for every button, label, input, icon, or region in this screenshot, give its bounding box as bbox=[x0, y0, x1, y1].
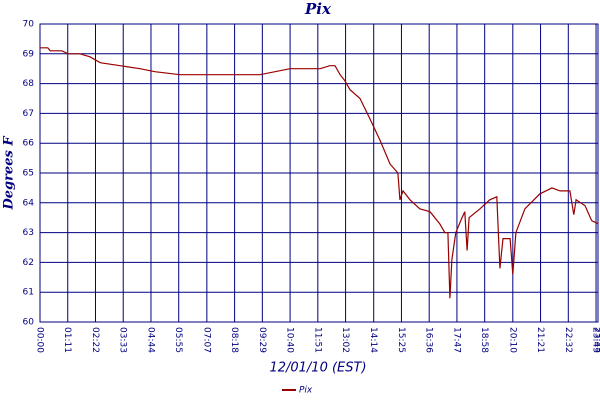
x-tick-label: 01:11 bbox=[62, 327, 72, 353]
x-tick-label: 09:29 bbox=[257, 327, 267, 353]
x-tick-label: 23:48 bbox=[593, 327, 600, 353]
chart-title: Pix bbox=[304, 0, 332, 18]
y-tick-label: 60 bbox=[23, 318, 35, 328]
y-axis-label: Degrees F bbox=[2, 136, 17, 211]
x-tick-label: 21:21 bbox=[535, 327, 545, 353]
y-tick-label: 62 bbox=[23, 258, 34, 268]
y-tick-label: 67 bbox=[23, 109, 34, 119]
y-tick-label: 63 bbox=[23, 228, 34, 238]
y-tick-label: 68 bbox=[23, 79, 35, 89]
y-tick-label: 70 bbox=[23, 20, 35, 30]
y-tick-label: 66 bbox=[23, 139, 35, 149]
x-tick-label: 11:51 bbox=[312, 327, 322, 353]
x-tick-label: 07:07 bbox=[201, 327, 211, 353]
x-tick-label: 10:40 bbox=[285, 327, 295, 353]
x-tick-label: 04:44 bbox=[145, 327, 155, 353]
x-tick-label: 23:43 bbox=[591, 327, 600, 353]
x-tick-label: 03:33 bbox=[118, 327, 128, 353]
x-tick-label: 00:00 bbox=[35, 327, 45, 353]
x-tick-label: 20:10 bbox=[507, 327, 517, 353]
legend-label: Pix bbox=[299, 386, 313, 396]
x-axis-label: 12/01/10 (EST) bbox=[269, 361, 366, 376]
y-tick-label: 65 bbox=[23, 169, 34, 179]
x-tick-label: 17:47 bbox=[451, 327, 461, 353]
x-tick-label: 14:14 bbox=[368, 327, 378, 353]
x-tick-label: 16:36 bbox=[424, 327, 434, 353]
x-tick-label: 05:55 bbox=[173, 327, 183, 353]
y-tick-label: 61 bbox=[23, 288, 34, 298]
data-line bbox=[40, 47, 599, 299]
x-tick-label: 02:22 bbox=[90, 327, 100, 353]
x-tick-label: 13:02 bbox=[340, 327, 350, 353]
x-tick-label: 22:32 bbox=[563, 327, 573, 353]
y-tick-label: 69 bbox=[23, 49, 35, 59]
x-tick-label: 18:58 bbox=[479, 327, 489, 353]
y-tick-label: 64 bbox=[23, 198, 35, 208]
x-tick-label: 08:18 bbox=[229, 327, 239, 353]
x-tick-label: 15:25 bbox=[396, 327, 406, 353]
